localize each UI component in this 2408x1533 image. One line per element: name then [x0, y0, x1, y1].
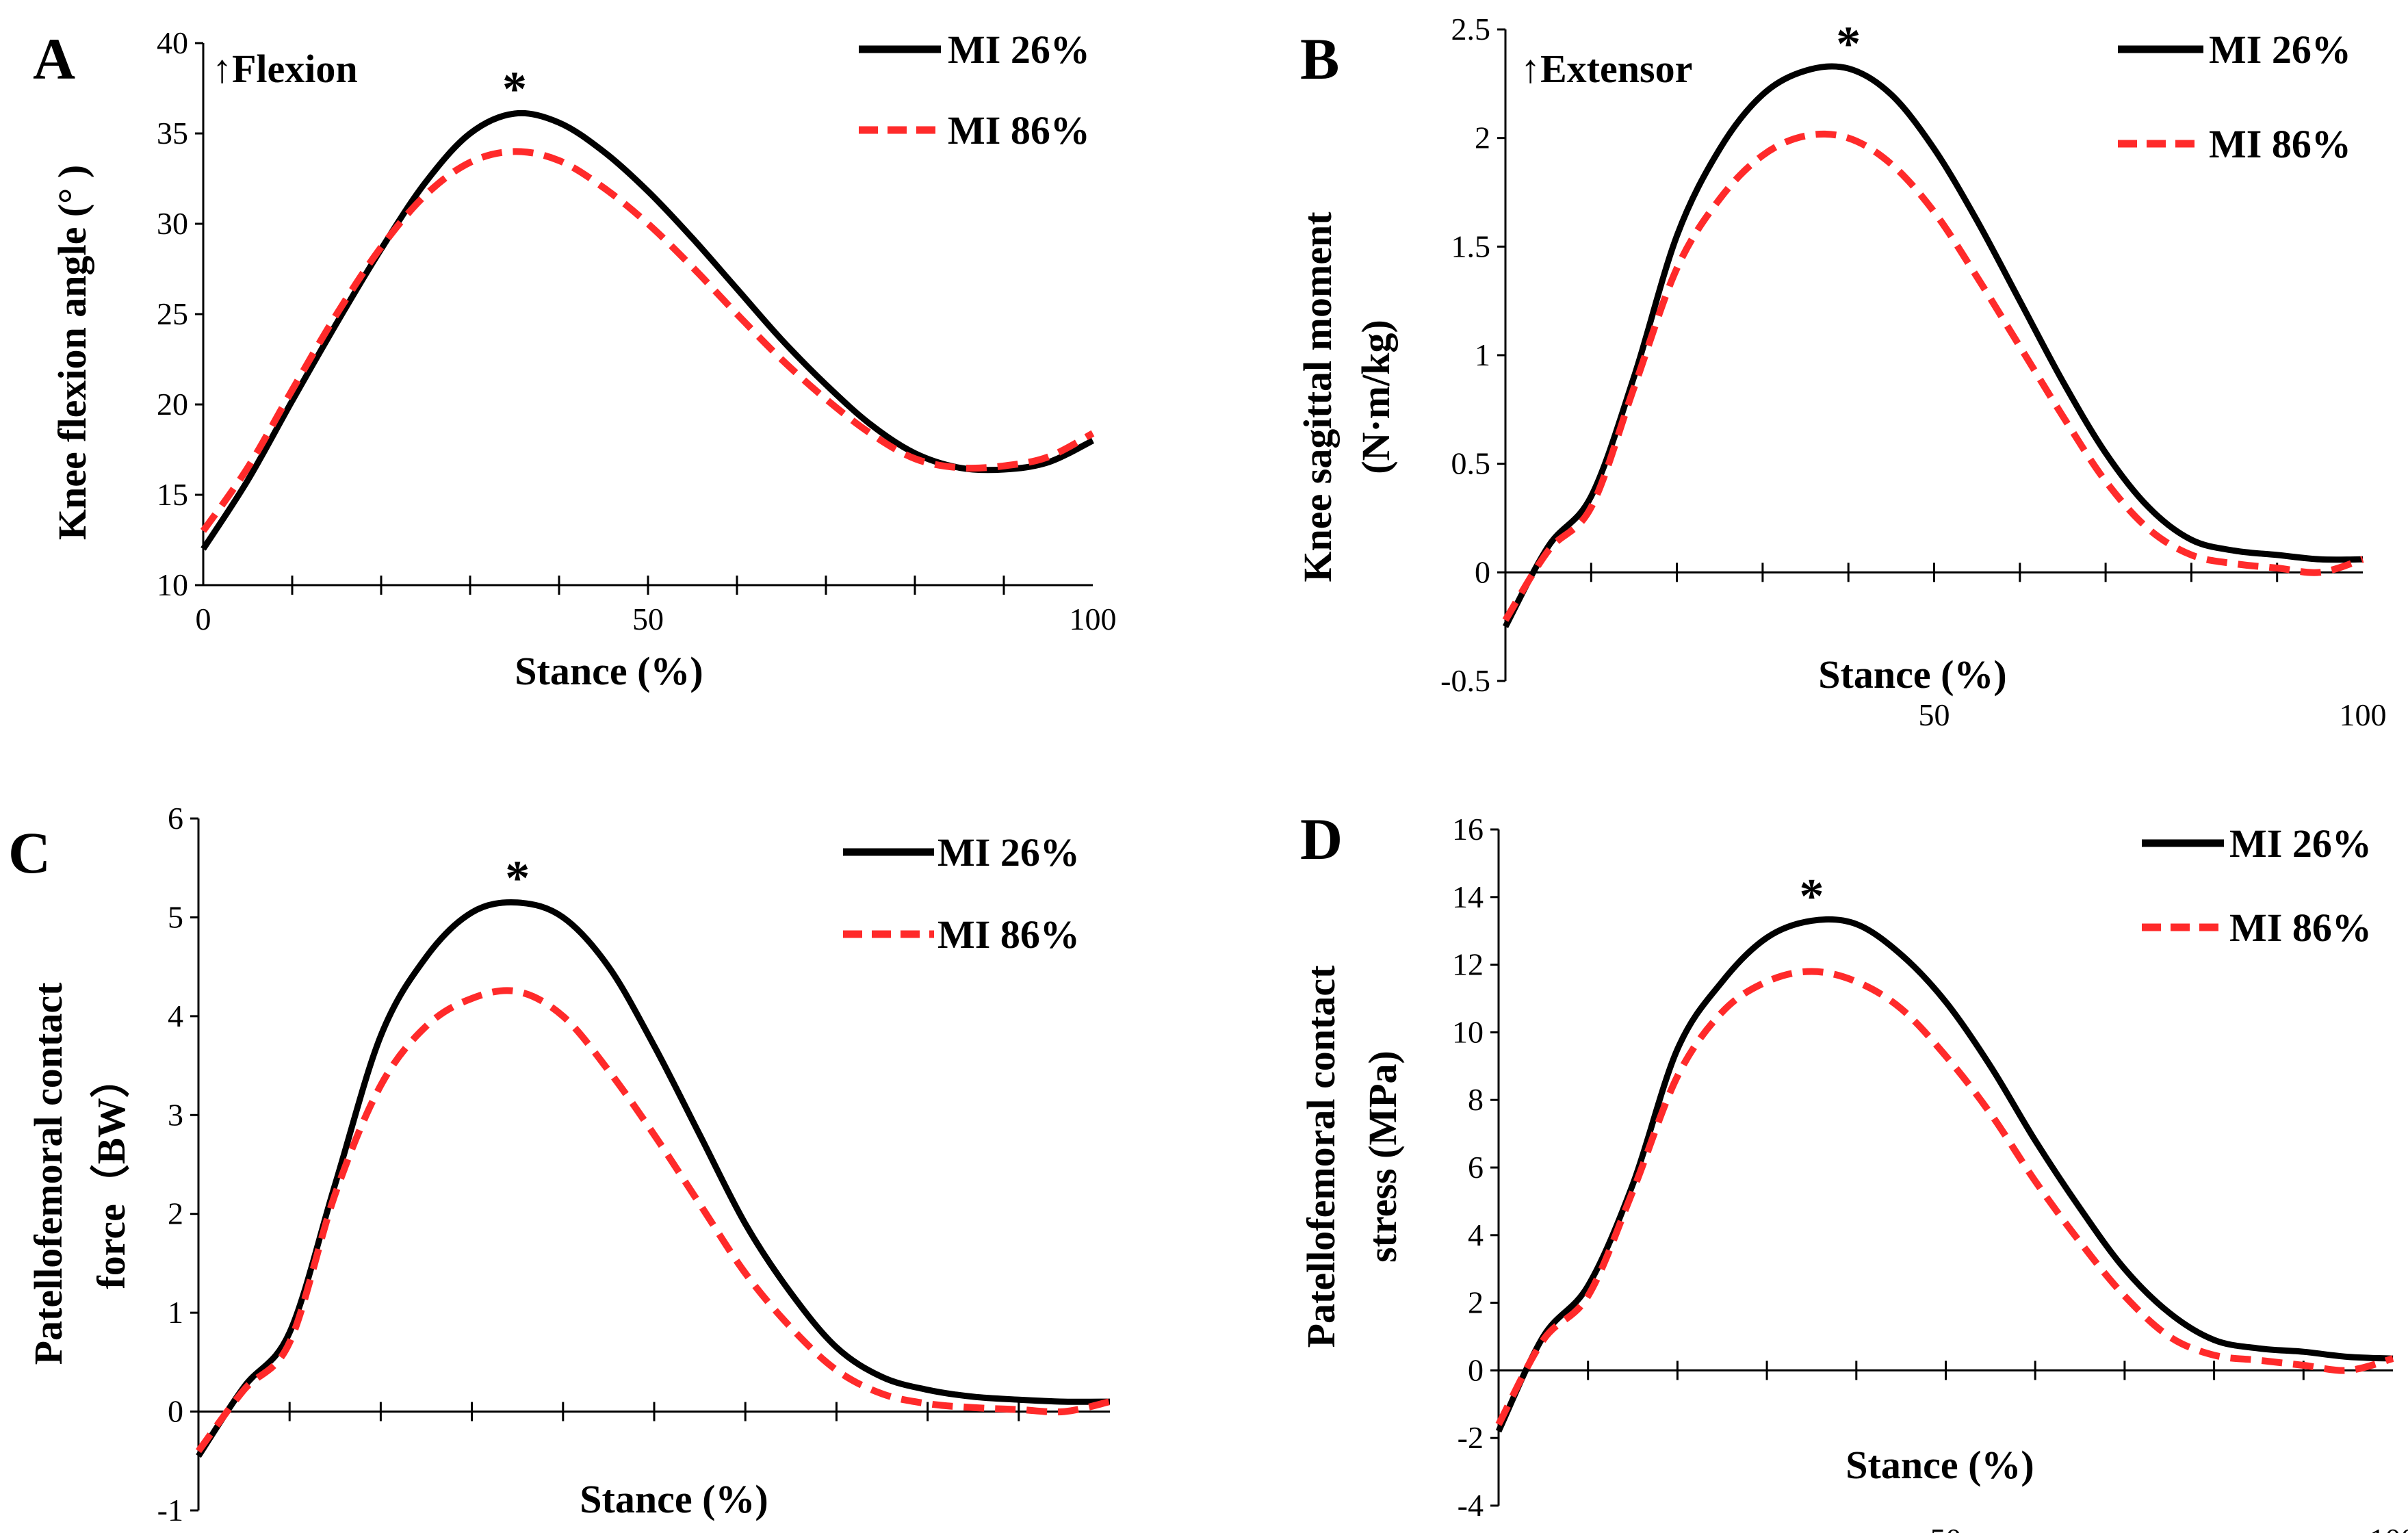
y-tick-label: 10 — [157, 567, 188, 602]
y-tick-label: 6 — [168, 801, 183, 836]
series-line-mi26 — [1503, 63, 2364, 628]
legend-label-mi86: MI 86% — [2209, 122, 2351, 166]
y-axis-title: Knee sagittal moment — [1295, 211, 1340, 582]
y-tick-label: -4 — [1458, 1488, 1484, 1523]
panel-c: C Stance (%) Patellofemoral contact forc… — [8, 801, 1134, 1533]
y-tick-label: 15 — [157, 477, 188, 512]
series-line-mi86 — [1502, 130, 2364, 622]
y-tick-label: 14 — [1452, 879, 1484, 914]
y-tick-label: 0 — [1468, 1352, 1484, 1387]
x-tick-label: 50 — [1930, 1522, 1962, 1533]
panel-letter: D — [1300, 806, 1343, 872]
y-tick-label: 0 — [168, 1394, 183, 1429]
panel-d: D Stance (%) Patellofemoral contact stre… — [1299, 806, 2408, 1533]
series-line-mi86 — [195, 987, 1111, 1454]
panel-a: A ↑Flexion Stance (%) Knee flexion angle… — [33, 25, 1117, 693]
y-tick-label: 4 — [168, 999, 183, 1033]
x-axis-title: Stance (%) — [1818, 652, 2006, 697]
series-line-mi26 — [196, 899, 1111, 1458]
y-tick-label: 3 — [168, 1097, 183, 1132]
legend-label-mi26: MI 26% — [2209, 27, 2351, 72]
series-line-mi86 — [200, 148, 1095, 533]
y-tick-label: 35 — [157, 116, 188, 151]
y-tick-label: 2 — [1468, 1285, 1484, 1320]
x-axis-title: Stance (%) — [1846, 1443, 2034, 1487]
y-axis-title: Patellofemoral contact — [1299, 965, 1343, 1348]
y-axis-title-line2: stress (MPa) — [1360, 1051, 1405, 1263]
y-axis-title-line2: force（BW） — [89, 1058, 133, 1289]
y-tick-label: 2.5 — [1451, 12, 1491, 47]
y-tick-label: 16 — [1452, 812, 1484, 847]
y-tick-label: 0 — [1475, 554, 1490, 589]
x-tick-label: 100 — [2370, 1522, 2408, 1533]
y-tick-label: 1 — [168, 1295, 183, 1330]
x-tick-label: 50 — [1919, 697, 1950, 732]
x-tick-label: 100 — [1087, 1527, 1134, 1533]
y-tick-label: 12 — [1452, 947, 1484, 982]
y-tick-label: -1 — [157, 1493, 183, 1528]
y-tick-label: -2 — [1458, 1420, 1484, 1455]
y-axis-title: Knee flexion angle (° ) — [50, 165, 94, 540]
y-tick-label: 6 — [1468, 1150, 1484, 1185]
x-tick-label: 100 — [2340, 697, 2387, 732]
y-tick-label: 2 — [1475, 120, 1490, 155]
y-tick-label: 5 — [168, 899, 183, 934]
x-tick-label: 50 — [638, 1527, 670, 1533]
y-tick-label: 25 — [157, 296, 188, 331]
x-tick-label: 0 — [196, 602, 211, 636]
y-tick-label: 8 — [1468, 1082, 1484, 1117]
y-tick-label: 1 — [1475, 337, 1490, 372]
legend-label-mi86: MI 86% — [948, 108, 1090, 153]
y-tick-label: 0.5 — [1451, 446, 1491, 481]
series-line-mi86 — [1495, 968, 2394, 1426]
y-tick-label: 1.5 — [1451, 229, 1491, 263]
significance-star: * — [1799, 868, 1824, 923]
series-line-mi26 — [1495, 916, 2394, 1433]
panel-letter: C — [8, 820, 51, 886]
direction-annotation: ↑Extensor — [1520, 47, 1692, 91]
y-tick-label: 10 — [1452, 1014, 1484, 1049]
legend-label-mi86: MI 86% — [937, 912, 1080, 957]
legend-label-mi26: MI 26% — [948, 27, 1090, 72]
x-axis-title: Stance (%) — [515, 649, 703, 693]
significance-star: * — [502, 62, 527, 116]
y-axis-title: Patellofemoral contact — [26, 982, 70, 1365]
y-tick-label: 20 — [157, 387, 188, 422]
y-tick-label: -0.5 — [1440, 663, 1490, 698]
legend-label-mi26: MI 26% — [937, 830, 1080, 875]
significance-star: * — [505, 851, 530, 905]
y-tick-label: 2 — [168, 1196, 183, 1231]
x-tick-label: 100 — [1070, 602, 1117, 636]
panel-letter: A — [33, 26, 75, 92]
y-axis-title-line2: (N·m/kg) — [1354, 320, 1398, 474]
legend-label-mi86: MI 86% — [2229, 905, 2372, 950]
x-axis-title: Stance (%) — [580, 1477, 768, 1521]
y-tick-label: 40 — [157, 25, 188, 60]
panel-b: B ↑Extensor Stance (%) Knee sagittal mom… — [1295, 12, 2387, 732]
significance-star: * — [1836, 16, 1861, 71]
x-tick-label: 50 — [632, 602, 664, 636]
direction-annotation: ↑Flexion — [212, 47, 358, 91]
y-tick-label: 4 — [1468, 1218, 1484, 1252]
series-line-mi26 — [200, 110, 1095, 551]
y-tick-label: 30 — [157, 206, 188, 241]
legend-label-mi26: MI 26% — [2229, 821, 2372, 866]
panel-letter: B — [1300, 26, 1339, 92]
